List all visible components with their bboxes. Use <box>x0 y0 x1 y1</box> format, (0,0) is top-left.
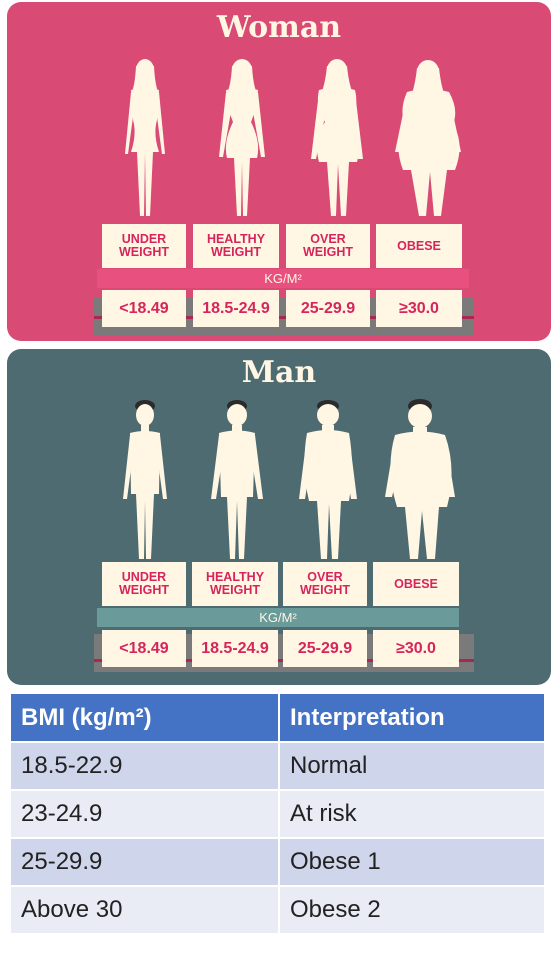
table-row: 25-29.9 Obese 1 <box>11 837 544 886</box>
man-category-overweight: OVER WEIGHT <box>283 562 367 606</box>
woman-panel-title: Woman <box>216 10 342 45</box>
table-cell-interpretation: Obese 1 <box>279 837 544 886</box>
man-figures <box>94 399 474 672</box>
man-obese-figure <box>385 404 455 559</box>
table-cell-bmi: 18.5-22.9 <box>11 741 280 790</box>
man-healthy-figure <box>211 404 263 559</box>
woman-panel: Woman <box>7 2 551 341</box>
man-category-healthy: HEALTHY WEIGHT <box>192 562 278 606</box>
table-cell-bmi: 25-29.9 <box>11 837 280 886</box>
table-header-interpretation: Interpretation <box>279 694 544 742</box>
table-cell-interpretation: Obese 2 <box>279 885 544 933</box>
table-row: Above 30 Obese 2 <box>11 885 544 933</box>
table-row: 23-24.9 At risk <box>11 789 544 838</box>
table-header-row: BMI (kg/m²) Interpretation <box>11 694 544 742</box>
man-overweight-figure <box>299 404 357 559</box>
woman-overweight-figure <box>311 59 363 216</box>
table-cell-bmi: Above 30 <box>11 885 280 933</box>
woman-obese-figure <box>395 60 461 216</box>
woman-range-obese: ≥30.0 <box>376 290 462 327</box>
woman-category-obese: OBESE <box>376 224 462 268</box>
man-range-underweight: <18.49 <box>102 630 186 667</box>
woman-range-underweight: <18.49 <box>102 290 186 327</box>
woman-healthy-figure <box>219 59 265 216</box>
woman-category-underweight: UNDER WEIGHT <box>102 224 186 268</box>
woman-underweight-figure <box>125 59 165 216</box>
woman-unit-bar: KG/M² <box>97 269 469 288</box>
woman-category-overweight: OVER WEIGHT <box>286 224 370 268</box>
man-underweight-figure <box>123 404 167 559</box>
woman-range-overweight: 25-29.9 <box>286 290 370 327</box>
table-cell-interpretation: At risk <box>279 789 544 838</box>
man-panel: Man <box>7 349 551 685</box>
table-header-bmi: BMI (kg/m²) <box>11 694 280 742</box>
man-category-obese: OBESE <box>373 562 459 606</box>
man-category-underweight: UNDER WEIGHT <box>102 562 186 606</box>
man-range-healthy: 18.5-24.9 <box>192 630 278 667</box>
man-unit-bar: KG/M² <box>97 608 459 627</box>
table-cell-bmi: 23-24.9 <box>11 789 280 838</box>
table-row: 18.5-22.9 Normal <box>11 741 544 790</box>
woman-platform-stripe <box>94 316 474 319</box>
man-panel-title: Man <box>241 355 317 390</box>
woman-figures <box>94 59 474 335</box>
woman-range-healthy: 18.5-24.9 <box>193 290 279 327</box>
bmi-interpretation-table: BMI (kg/m²) Interpretation 18.5-22.9 Nor… <box>11 694 544 933</box>
woman-category-healthy: HEALTHY WEIGHT <box>193 224 279 268</box>
man-range-overweight: 25-29.9 <box>283 630 367 667</box>
table-cell-interpretation: Normal <box>279 741 544 790</box>
man-range-obese: ≥30.0 <box>373 630 459 667</box>
